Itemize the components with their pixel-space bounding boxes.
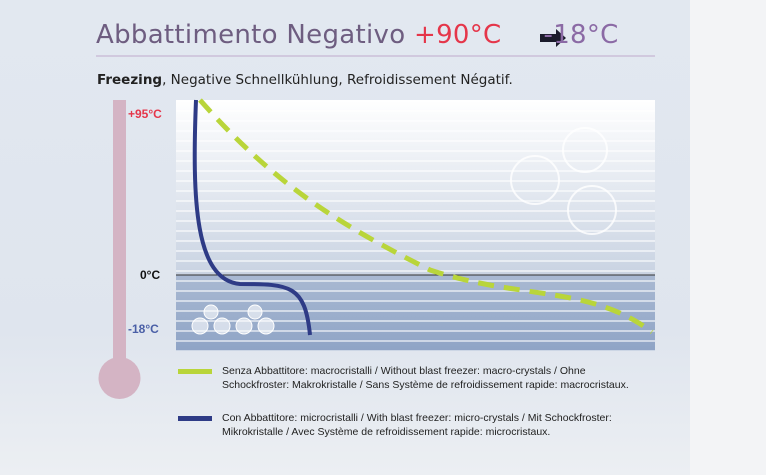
crystals-small [191, 304, 275, 335]
subtitle-rest: , Negative Schnellkühlung, Refroidisseme… [162, 72, 513, 88]
title-main: Abbattimento Negativo [96, 20, 406, 50]
legend-text: Con Abbattitore: microcristalli / With b… [222, 412, 612, 438]
subtitle: Freezing, Negative Schnellkühlung, Refro… [97, 72, 513, 88]
title: Abbattimento Negativo +90°C -18°C [96, 20, 619, 50]
title-from: +90°C [413, 20, 502, 50]
title-to: -18°C [543, 20, 619, 50]
curve-without-blast-freezer [198, 98, 654, 334]
legend-swatch [178, 416, 212, 421]
thermometer-bulb [98, 357, 141, 399]
crystals-large [510, 127, 617, 235]
scale-label: +95°C [128, 107, 162, 121]
legend-text: Senza Abbattitore: macrocristalli / With… [222, 365, 629, 391]
subtitle-bold: Freezing [97, 72, 163, 88]
scale-label: 0°C [140, 268, 161, 282]
side-panel [690, 0, 766, 475]
legend-swatch [178, 369, 212, 374]
curve-with-blast-freezer [192, 99, 312, 336]
scale-label: -18°C [128, 322, 159, 336]
thermometer-tube [113, 100, 126, 365]
title-arrow [540, 29, 566, 47]
